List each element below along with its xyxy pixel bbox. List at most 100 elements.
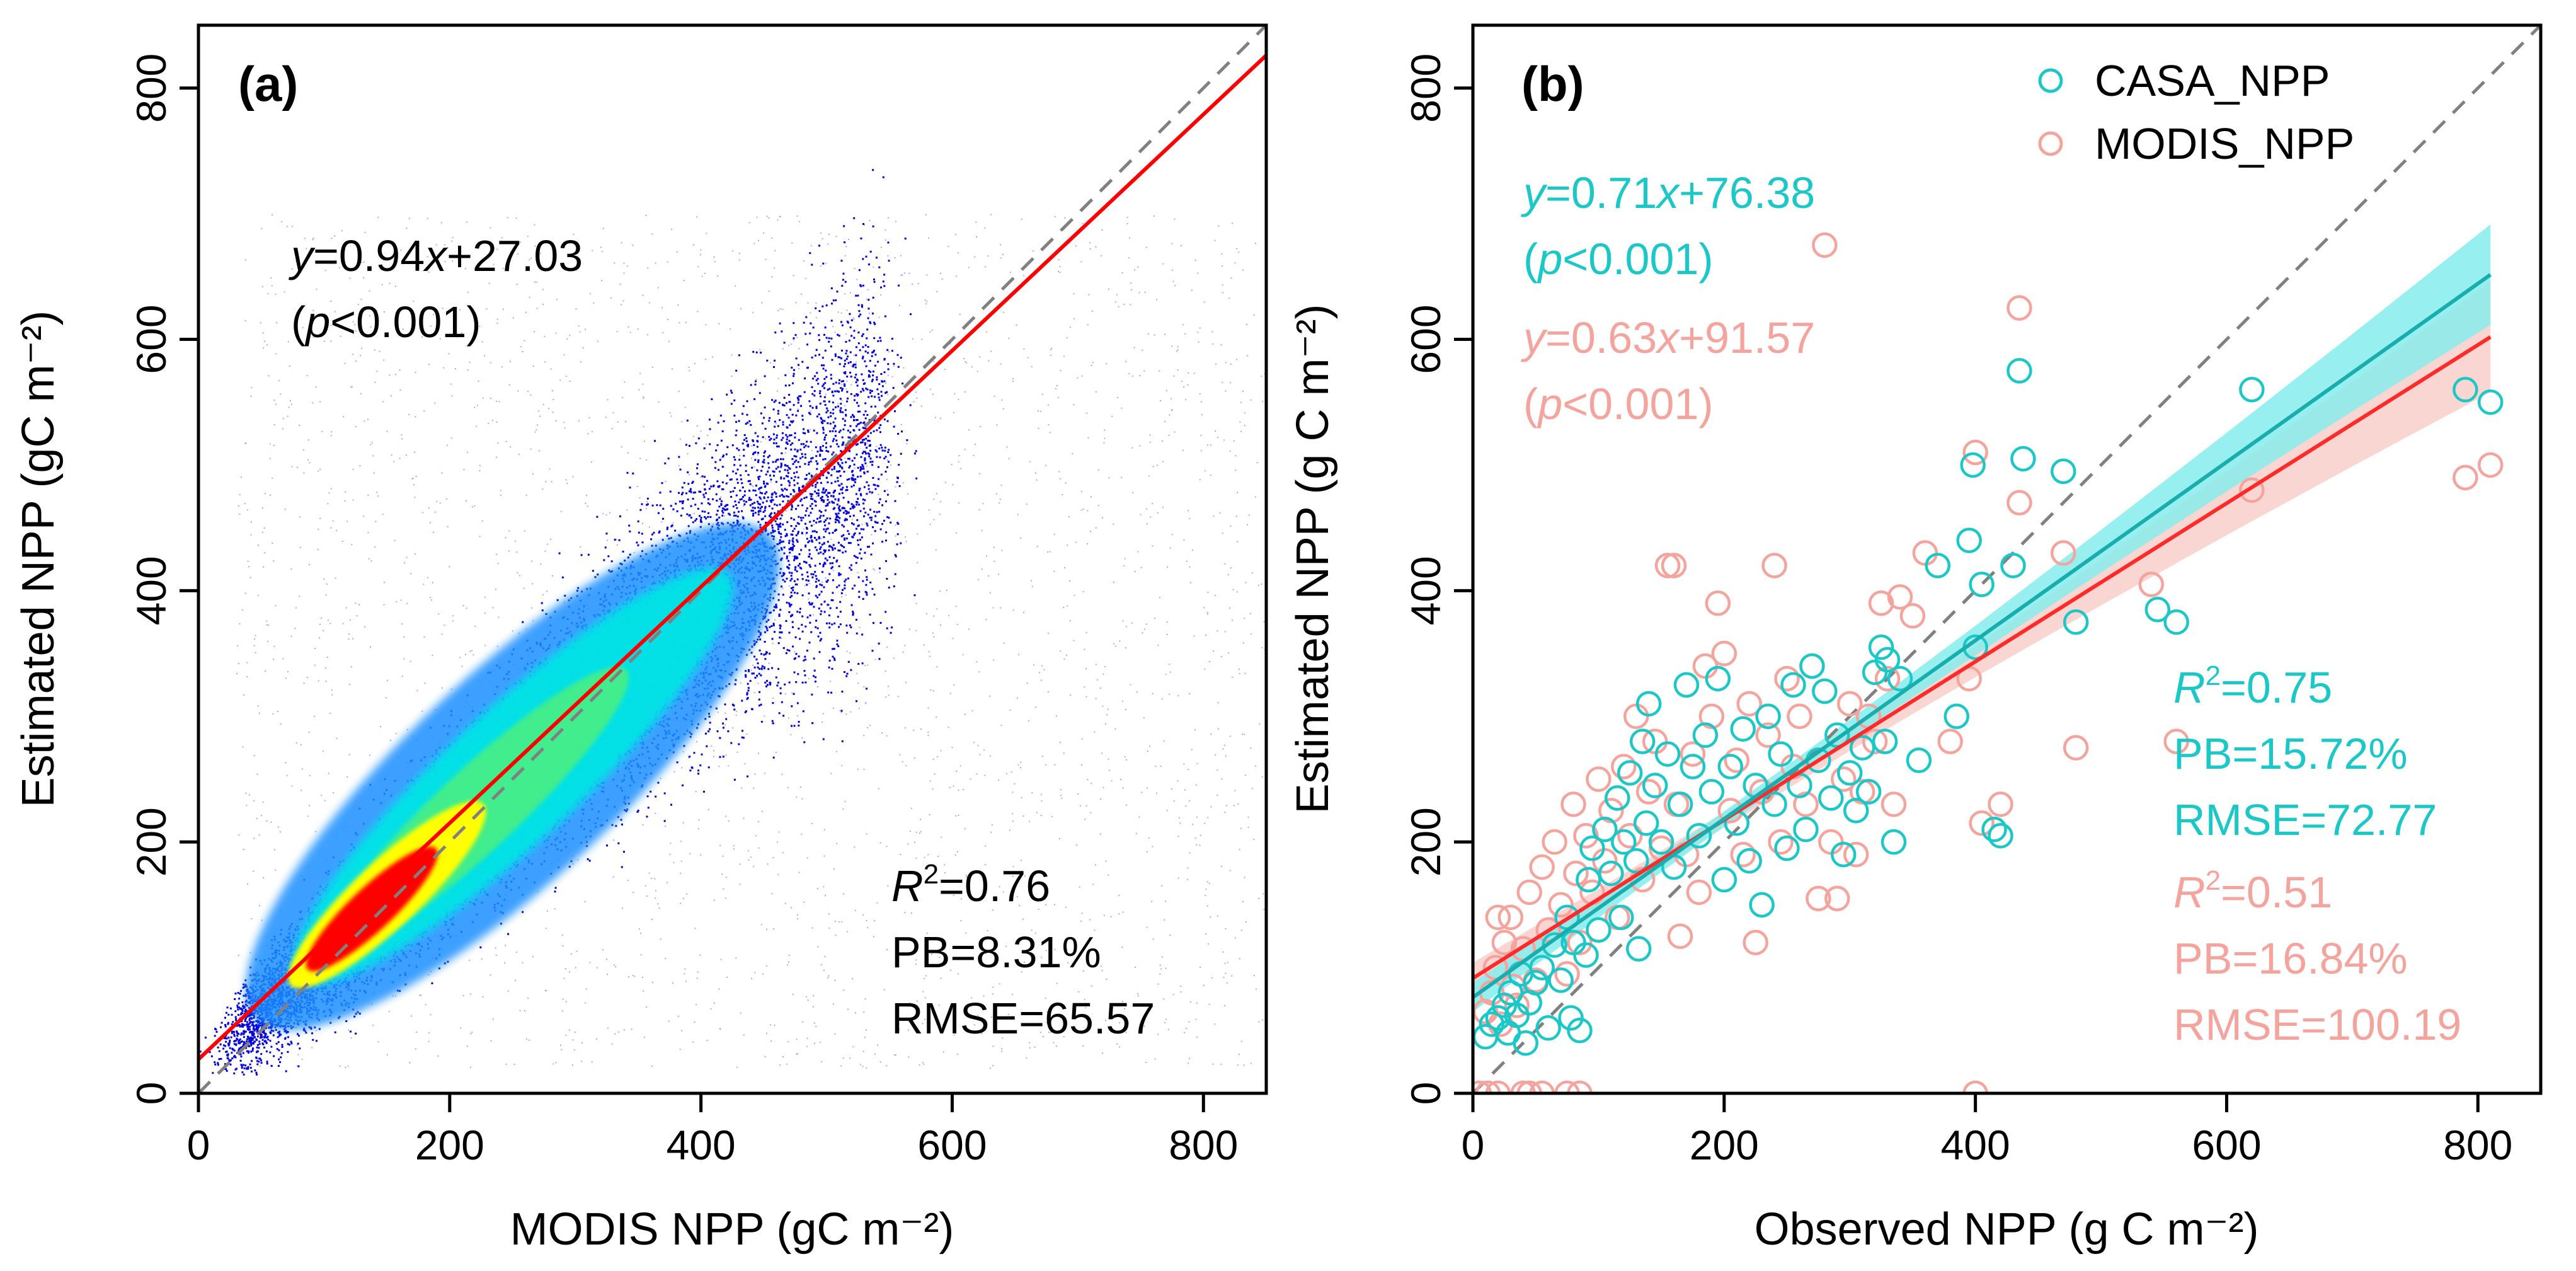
modis-point bbox=[1491, 929, 1518, 955]
casa-point bbox=[1611, 829, 1637, 855]
modis-point bbox=[1806, 885, 1831, 912]
modis-point bbox=[1711, 640, 1737, 667]
regression-equation: y=0.94x+27.03 bbox=[289, 231, 583, 280]
modis-point bbox=[1654, 553, 1681, 578]
modis-point bbox=[1504, 992, 1530, 1018]
x-ticks: 0 200 400 600 800 bbox=[187, 1093, 1238, 1168]
x-tick-label: 200 bbox=[415, 1122, 484, 1168]
modis-point bbox=[1768, 829, 1794, 855]
modis-point bbox=[1843, 841, 1869, 868]
casa-point bbox=[1812, 678, 1838, 705]
casa-point bbox=[1761, 791, 1787, 817]
x-tick-label: 800 bbox=[1169, 1122, 1238, 1168]
casa-point bbox=[1529, 955, 1555, 981]
casa-point bbox=[1755, 703, 1781, 730]
modis-point bbox=[1617, 822, 1643, 849]
casa-point bbox=[1642, 773, 1668, 798]
modis-point bbox=[1497, 904, 1524, 931]
y-ticks: 0 200 400 600 800 bbox=[128, 54, 198, 1105]
modis-point bbox=[1485, 1080, 1511, 1093]
modis-point bbox=[1635, 779, 1662, 805]
x-tick-label: 200 bbox=[1690, 1122, 1759, 1168]
modis-r-squared: R2=0.51 bbox=[2173, 865, 2332, 917]
x-axis-label: Observed NPP (g C m⁻²) bbox=[1755, 1204, 2259, 1255]
x-ticks: 0 200 400 600 800 bbox=[1462, 1093, 2512, 1168]
casa-point bbox=[1855, 779, 1882, 805]
y-tick-label: 200 bbox=[128, 807, 175, 877]
casa-point bbox=[1608, 904, 1634, 931]
legend-marker-modis bbox=[2038, 131, 2063, 156]
modis-point bbox=[1548, 892, 1574, 918]
modis-point bbox=[1667, 923, 1693, 949]
casa-point bbox=[1605, 785, 1630, 811]
one-to-one-line bbox=[1473, 25, 2541, 1093]
x-tick-label: 0 bbox=[1462, 1122, 1485, 1168]
casa-point bbox=[1711, 866, 1737, 893]
modis-point bbox=[1473, 1080, 1492, 1093]
casa-regression-equation: y=0.71x+76.38 bbox=[1521, 168, 1815, 217]
casa-point bbox=[1698, 779, 1725, 805]
modis-point bbox=[2477, 452, 2504, 478]
casa-point bbox=[1943, 703, 1969, 730]
x-tick-label: 400 bbox=[1941, 1122, 2010, 1168]
y-tick-label: 600 bbox=[1402, 304, 1449, 374]
casa-point bbox=[1635, 691, 1662, 717]
casa-point bbox=[2063, 609, 2089, 635]
casa-point bbox=[1592, 816, 1618, 843]
modis-rmse: RMSE=100.19 bbox=[2173, 1000, 2461, 1049]
modis-point bbox=[1868, 590, 1894, 616]
casa-points bbox=[1473, 358, 2504, 1056]
casa-point bbox=[1956, 527, 1982, 553]
casa-point bbox=[1872, 728, 1898, 754]
modis-point bbox=[1831, 766, 1857, 792]
modis-point bbox=[1836, 691, 1863, 717]
y-tick-label: 0 bbox=[128, 1082, 175, 1105]
x-axis-label: MODIS NPP (gC m⁻²) bbox=[510, 1204, 954, 1255]
modis-point bbox=[1874, 665, 1901, 692]
modis-point bbox=[1937, 728, 1964, 754]
x-tick-label: 400 bbox=[667, 1122, 736, 1168]
modis-point bbox=[1475, 1080, 1501, 1093]
casa-r-squared: R2=0.75 bbox=[2173, 660, 2332, 712]
rmse: RMSE=65.57 bbox=[891, 994, 1155, 1043]
casa-point bbox=[2163, 609, 2189, 635]
modis-point bbox=[1736, 691, 1762, 717]
modis-point bbox=[1554, 1080, 1580, 1093]
casa-point bbox=[1705, 665, 1731, 692]
modis-point bbox=[1705, 590, 1731, 616]
casa-point bbox=[1868, 634, 1894, 660]
modis-point bbox=[2006, 295, 2032, 321]
modis-point bbox=[1812, 232, 1838, 258]
casa-point bbox=[1836, 760, 1863, 786]
modis-point bbox=[1529, 1080, 1555, 1093]
casa-point bbox=[1793, 816, 1819, 843]
casa-point bbox=[1849, 735, 1875, 761]
modis-point bbox=[1912, 540, 1938, 566]
modis-point bbox=[1818, 829, 1844, 855]
modis-point bbox=[1743, 929, 1768, 955]
casa-fit-line bbox=[1473, 273, 2492, 999]
modis-point bbox=[1535, 917, 1561, 943]
casa-point bbox=[1513, 1030, 1539, 1056]
y-axis-label: Estimated NPP (g C m⁻²) bbox=[1288, 304, 1338, 814]
casa-point bbox=[1717, 754, 1744, 779]
legend-label-casa: CASA_NPP bbox=[2095, 56, 2330, 105]
modis-point bbox=[1761, 553, 1787, 578]
legend-label-modis: MODIS_NPP bbox=[2095, 119, 2354, 168]
modis-point bbox=[1623, 703, 1649, 730]
casa-point bbox=[1654, 741, 1681, 767]
modis-point bbox=[2163, 728, 2189, 754]
y-tick-label: 400 bbox=[1402, 556, 1449, 625]
casa-point bbox=[1880, 829, 1907, 855]
percent-bias: PB=8.31% bbox=[891, 928, 1101, 977]
casa-point bbox=[1774, 835, 1800, 861]
modis-point bbox=[1686, 879, 1712, 906]
casa-point bbox=[1598, 860, 1624, 887]
casa-point bbox=[1874, 647, 1901, 673]
plot-frame bbox=[197, 23, 1268, 1095]
modis-point bbox=[1730, 841, 1756, 868]
casa-p-value: (p<0.001) bbox=[1523, 234, 1714, 284]
casa-point bbox=[1542, 932, 1567, 958]
casa-point bbox=[1887, 665, 1913, 692]
casa-point bbox=[1548, 967, 1574, 993]
